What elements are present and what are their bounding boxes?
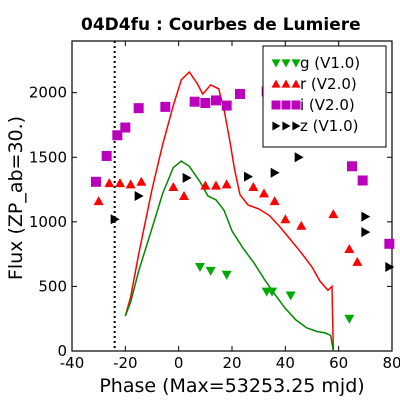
- y-axis-ticks: 0 500 1000 1500 2000: [29, 84, 392, 360]
- legend-marker-r: [291, 79, 301, 88]
- data-point-r-5: [136, 176, 147, 186]
- legend: g (V1.0) r (V2.0) i (V2.0) z (V1.0): [262, 45, 387, 148]
- y-tick-label: 1000: [29, 213, 67, 231]
- data-point-i-10: [221, 100, 232, 111]
- legend-marker-z: [272, 121, 281, 131]
- legend-marker-r: [271, 79, 281, 88]
- data-point-i-8: [200, 98, 211, 108]
- x-tick-label: 80: [382, 354, 400, 372]
- x-tick-label: 20: [222, 354, 241, 372]
- data-point-r-11: [248, 181, 259, 191]
- x-axis-ticks: -40 -20 0 20 40 60 80: [60, 41, 400, 372]
- data-point-g-3: [221, 270, 232, 280]
- data-point-r-3: [115, 178, 125, 188]
- legend-marker-i: [291, 100, 301, 110]
- x-tick-label: 40: [276, 354, 295, 372]
- legend-marker-r: [281, 79, 291, 88]
- data-point-r-15: [296, 220, 307, 230]
- x-tick-label: -20: [113, 354, 138, 372]
- x-tick-label: 60: [329, 354, 348, 372]
- data-point-r-9: [211, 180, 221, 190]
- data-point-g-2: [205, 266, 216, 276]
- legend-label-g: g (V1.0): [300, 54, 360, 72]
- data-point-r-2: [104, 178, 115, 188]
- data-point-r-7: [179, 191, 189, 200]
- data-point-r-10: [221, 179, 232, 189]
- data-point-r-8: [200, 180, 211, 190]
- data-point-z-2: [134, 191, 144, 201]
- y-tick-label: 2000: [29, 84, 67, 102]
- data-point-g-6: [285, 291, 296, 301]
- legend-label-r: r (V2.0): [300, 75, 357, 93]
- legend-marker-g: [281, 59, 291, 68]
- data-point-r-4: [125, 179, 136, 189]
- y-tick-label: 1500: [29, 148, 67, 166]
- data-point-r-12: [259, 188, 269, 198]
- data-point-z-4: [244, 171, 253, 182]
- chart-title: 04D4fu : Courbes de Lumiere: [81, 15, 361, 35]
- x-tick-label: 0: [174, 354, 184, 372]
- y-tick-label: 500: [38, 277, 67, 295]
- data-point-i-19: [384, 238, 395, 249]
- data-point-r-6: [168, 181, 179, 191]
- model-curve-1: [124, 70, 335, 352]
- data-point-r-18: [352, 256, 363, 266]
- legend-marker-g: [271, 59, 281, 68]
- legend-marker-z: [292, 121, 301, 131]
- data-point-z-7: [361, 227, 371, 238]
- legend-label-z: z (V1.0): [300, 117, 358, 135]
- data-point-i-3: [112, 130, 123, 141]
- data-point-z-6: [294, 152, 304, 163]
- data-point-z-9: [385, 262, 395, 273]
- x-axis-label: Phase (Max=53253.25 mjd): [99, 375, 364, 397]
- legend-marker-i: [271, 100, 281, 110]
- data-point-g-5: [267, 287, 277, 297]
- data-point-z-8: [361, 211, 371, 222]
- data-point-r-16: [328, 209, 339, 219]
- data-point-z-5: [270, 167, 280, 178]
- data-point-i-17: [347, 161, 357, 172]
- data-point-r-1: [93, 196, 104, 206]
- legend-label-i: i (V2.0): [300, 96, 355, 114]
- data-point-z-1: [110, 214, 120, 225]
- data-markers: [91, 86, 395, 324]
- data-point-i-4: [120, 122, 131, 133]
- data-point-i-6: [160, 101, 171, 112]
- data-point-g-7: [344, 314, 355, 324]
- y-tick-label: 0: [57, 342, 67, 360]
- data-point-r-13: [269, 196, 280, 206]
- data-point-i-2: [101, 150, 112, 161]
- model-curve-2: [124, 160, 335, 352]
- model-curves: [124, 70, 335, 352]
- data-point-i-5: [133, 103, 144, 114]
- data-point-r-17: [344, 243, 355, 253]
- legend-marker-g: [291, 59, 301, 68]
- data-point-i-18: [357, 175, 368, 186]
- x-tick-label: -40: [60, 354, 85, 372]
- y-axis-label: Flux (ZP_ab=30.): [5, 116, 27, 280]
- data-point-i-1: [91, 176, 101, 187]
- legend-marker-z: [282, 121, 291, 131]
- legend-marker-i: [281, 100, 291, 110]
- data-point-i-9: [211, 95, 221, 106]
- data-point-i-7: [189, 96, 200, 107]
- data-point-i-11: [235, 88, 245, 99]
- data-point-r-14: [280, 214, 291, 224]
- data-point-g-1: [195, 263, 205, 273]
- data-point-z-3: [182, 172, 192, 183]
